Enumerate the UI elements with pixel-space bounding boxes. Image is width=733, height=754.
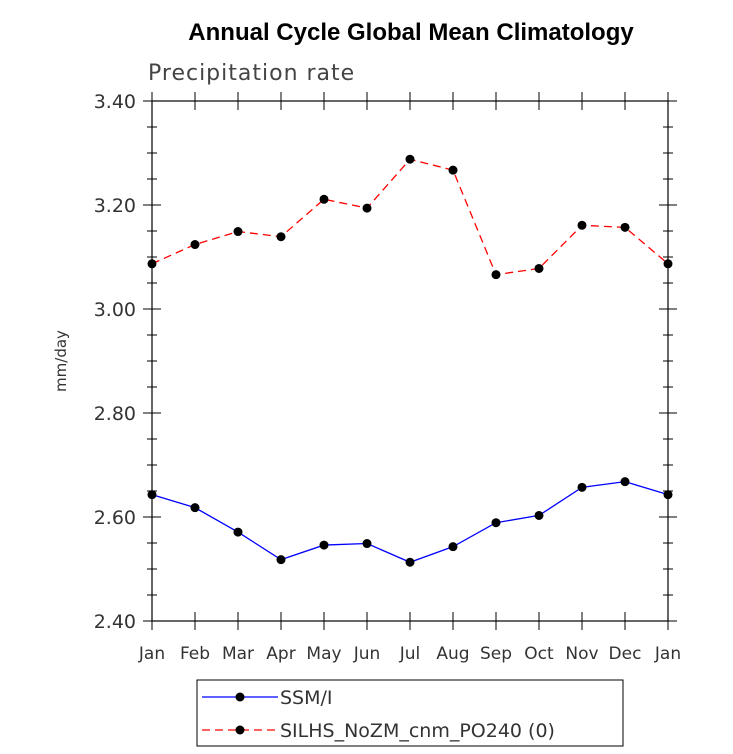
data-point: [663, 490, 673, 500]
data-point: [620, 222, 630, 232]
x-tick-label: Jan: [654, 644, 681, 664]
legend: SSM/I SILHS_NoZM_cnm_PO240 (0): [196, 679, 624, 747]
data-point: [491, 518, 501, 528]
data-point: [233, 527, 243, 537]
x-tick-label: Jun: [353, 644, 381, 664]
x-tick-label: Dec: [609, 644, 642, 664]
chart-subtitle: Precipitation rate: [148, 61, 355, 86]
axes: 2.40 2.60 2.80 3.00 3.20 3.40 Jan Feb Mar Apr May J…: [94, 91, 681, 664]
data-point: [276, 232, 286, 242]
legend-box: [196, 679, 624, 747]
legend-marker-2: [235, 725, 245, 735]
legend-label-1: SSM/I: [280, 687, 333, 709]
x-tick-label: Aug: [436, 644, 469, 664]
data-point: [147, 490, 157, 500]
x-tick-label: Sep: [480, 644, 512, 664]
x-tick-label: Oct: [524, 644, 554, 664]
y-tick-label: 3.20: [94, 195, 136, 217]
plot-frame: [151, 100, 669, 622]
data-point: [448, 542, 458, 552]
x-tick-label: Feb: [180, 644, 210, 664]
x-tick-label: Jul: [399, 644, 421, 664]
x-tick-label: Mar: [222, 644, 254, 664]
data-point: [147, 259, 157, 269]
data-point: [620, 477, 630, 487]
data-point: [276, 555, 286, 565]
data-point: [534, 510, 544, 520]
series-layer: [147, 154, 673, 567]
legend-marker-1: [235, 692, 245, 702]
y-tick-label: 2.40: [94, 611, 136, 633]
data-point: [663, 259, 673, 269]
x-tick-label: May: [306, 644, 341, 664]
data-point: [362, 539, 372, 549]
data-point: [190, 503, 200, 513]
series-line-2: [151, 158, 669, 276]
data-point: [405, 557, 415, 567]
series-line-1: [151, 480, 669, 563]
data-point: [448, 165, 458, 175]
data-point: [405, 154, 415, 164]
data-point: [577, 220, 587, 230]
y-tick-label: 3.40: [94, 91, 136, 113]
data-point: [319, 540, 329, 550]
data-point: [362, 203, 372, 213]
legend-label-2: SILHS_NoZM_cnm_PO240 (0): [280, 720, 555, 742]
x-tick-label: Apr: [266, 644, 295, 664]
x-tick-label: Nov: [565, 644, 598, 664]
y-tick-label: 3.00: [94, 299, 136, 321]
data-point: [491, 270, 501, 280]
y-axis-label: mm/day: [52, 330, 70, 392]
data-point: [577, 482, 587, 492]
data-point: [534, 263, 544, 273]
chart-title: Annual Cycle Global Mean Climatology: [188, 19, 634, 46]
data-point: [233, 227, 243, 237]
y-tick-label: 2.80: [94, 403, 136, 425]
y-tick-label: 2.60: [94, 507, 136, 529]
data-point: [190, 240, 200, 250]
data-point: [319, 194, 329, 204]
x-tick-label: Jan: [138, 644, 165, 664]
